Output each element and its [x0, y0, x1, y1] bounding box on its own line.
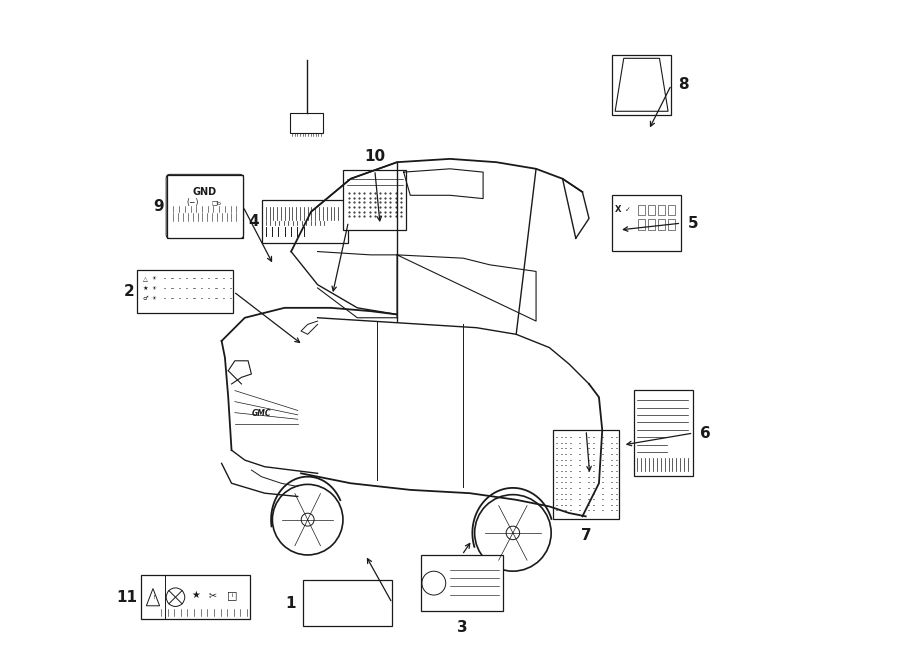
Text: ★: ★ [191, 591, 200, 600]
Text: 3: 3 [456, 620, 467, 636]
Text: 5: 5 [688, 216, 698, 230]
Bar [420, 555, 503, 611]
Bar [658, 205, 665, 215]
Text: ☀: ☀ [151, 276, 157, 281]
Bar [668, 219, 675, 230]
Text: GND: GND [193, 187, 217, 197]
Text: (−): (−) [187, 198, 199, 207]
Bar [658, 219, 665, 230]
Text: GMC: GMC [252, 409, 271, 418]
Bar [648, 219, 655, 230]
Bar [141, 575, 250, 620]
Text: i: i [231, 592, 233, 598]
Text: ✂: ✂ [209, 591, 217, 600]
Bar [634, 390, 694, 476]
Bar [303, 580, 392, 626]
Bar [553, 430, 619, 520]
Text: 7: 7 [580, 528, 591, 544]
Bar [638, 219, 645, 230]
Text: ★: ★ [142, 286, 148, 291]
Bar [290, 113, 323, 133]
Text: ♂: ♂ [142, 296, 148, 301]
Bar [343, 170, 406, 230]
Bar [668, 205, 675, 215]
Bar [612, 195, 681, 252]
Text: □: □ [227, 591, 238, 600]
Text: 8: 8 [678, 77, 688, 92]
Text: 1: 1 [286, 596, 296, 610]
Bar [166, 175, 243, 238]
Text: ☀: ☀ [151, 296, 157, 301]
Text: □b: □b [212, 200, 221, 205]
Text: 9: 9 [153, 199, 164, 214]
Text: 6: 6 [700, 426, 711, 440]
Text: 2: 2 [123, 284, 134, 299]
Text: ☀: ☀ [151, 286, 157, 291]
Bar [638, 205, 645, 215]
Bar [648, 205, 655, 215]
Text: X: X [616, 205, 622, 214]
Text: 11: 11 [117, 590, 138, 604]
Bar [612, 55, 671, 115]
Text: !: ! [152, 595, 154, 600]
Text: 10: 10 [364, 149, 385, 164]
Text: 4: 4 [248, 214, 259, 229]
Text: ✓: ✓ [626, 207, 631, 213]
Bar [138, 270, 233, 313]
Bar [263, 200, 348, 243]
Text: △: △ [143, 276, 148, 281]
